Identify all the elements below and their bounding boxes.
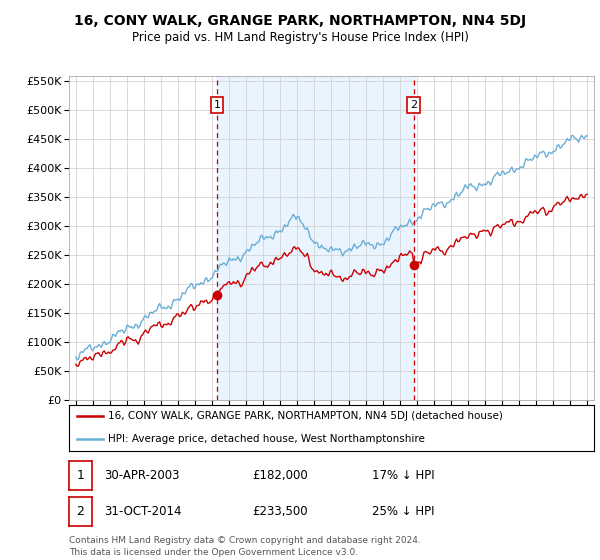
Text: £233,500: £233,500 bbox=[252, 505, 308, 519]
Text: 17% ↓ HPI: 17% ↓ HPI bbox=[372, 469, 434, 482]
Text: 16, CONY WALK, GRANGE PARK, NORTHAMPTON, NN4 5DJ: 16, CONY WALK, GRANGE PARK, NORTHAMPTON,… bbox=[74, 14, 526, 28]
Text: 1: 1 bbox=[214, 100, 221, 110]
Text: Contains HM Land Registry data © Crown copyright and database right 2024.
This d: Contains HM Land Registry data © Crown c… bbox=[69, 536, 421, 557]
Text: 30-APR-2003: 30-APR-2003 bbox=[104, 469, 179, 482]
Text: 16, CONY WALK, GRANGE PARK, NORTHAMPTON, NN4 5DJ (detached house): 16, CONY WALK, GRANGE PARK, NORTHAMPTON,… bbox=[109, 412, 503, 421]
Text: HPI: Average price, detached house, West Northamptonshire: HPI: Average price, detached house, West… bbox=[109, 435, 425, 444]
Text: 1: 1 bbox=[76, 469, 85, 482]
Text: Price paid vs. HM Land Registry's House Price Index (HPI): Price paid vs. HM Land Registry's House … bbox=[131, 31, 469, 44]
Text: £182,000: £182,000 bbox=[252, 469, 308, 482]
Bar bbox=[217, 76, 414, 400]
Text: 2: 2 bbox=[410, 100, 418, 110]
Text: 2: 2 bbox=[76, 505, 85, 519]
Text: 25% ↓ HPI: 25% ↓ HPI bbox=[372, 505, 434, 519]
Text: 31-OCT-2014: 31-OCT-2014 bbox=[104, 505, 181, 519]
